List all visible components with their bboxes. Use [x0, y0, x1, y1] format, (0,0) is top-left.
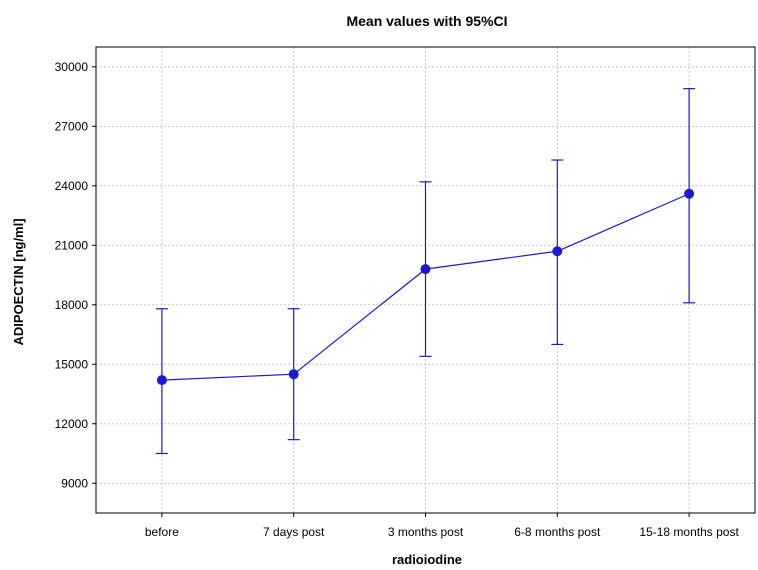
y-axis: 9000 12000 15000 18000 21000 24000 27000 30000 — [55, 60, 96, 490]
data-point — [552, 246, 563, 257]
data-point — [684, 188, 695, 199]
y-tick-label: 30000 — [55, 60, 89, 74]
y-tick-label: 12000 — [55, 417, 89, 431]
y-tick-label: 27000 — [55, 119, 89, 133]
data-point — [420, 264, 431, 275]
x-axis-title: radioiodine — [392, 552, 462, 567]
x-axis: before 7 days post 3 months post 6-8 months… — [145, 513, 739, 539]
data-point — [288, 369, 299, 380]
y-tick-label: 15000 — [55, 357, 89, 371]
series — [155, 88, 696, 455]
chart-title: Mean values with 95%CI — [346, 13, 507, 29]
x-tick-label: 3 months post — [388, 525, 464, 539]
data-point — [156, 375, 167, 386]
x-tick-label: 6-8 months post — [514, 525, 601, 539]
y-tick-label: 21000 — [55, 238, 89, 252]
x-tick-label: before — [145, 525, 179, 539]
y-tick-label: 24000 — [55, 179, 89, 193]
y-tick-label: 18000 — [55, 298, 89, 312]
y-axis-title: ADIPOECTIN [ng/ml] — [11, 218, 26, 345]
x-tick-label: 15-18 months post — [639, 525, 739, 539]
x-tick-label: 7 days post — [263, 525, 325, 539]
y-tick-label: 9000 — [61, 476, 88, 490]
